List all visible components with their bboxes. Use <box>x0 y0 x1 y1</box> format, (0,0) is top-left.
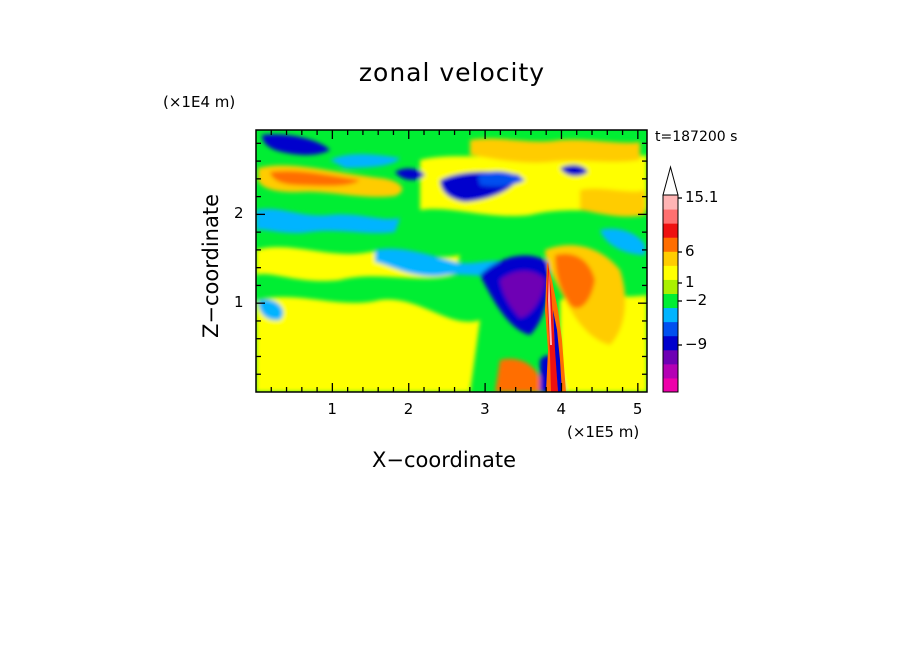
colorbar-swatch <box>663 321 678 337</box>
y-tick-label: 2 <box>234 204 244 223</box>
field-purple-lee-trough <box>500 271 545 318</box>
field-blue-topleft <box>262 134 330 155</box>
field-cyan-left <box>258 299 284 321</box>
colorbar-swatch <box>663 251 678 266</box>
field-cyan-upper <box>256 208 400 234</box>
colorbar-extend-max <box>662 165 679 196</box>
field-cyan-mid <box>375 248 510 277</box>
field-blue-small <box>395 168 425 180</box>
field-plume-blue <box>553 310 562 392</box>
x-tick-label: 2 <box>403 400 414 418</box>
colorbar-swatch <box>663 195 678 210</box>
colorbar-swatch <box>663 377 678 393</box>
field-orange-top <box>470 138 640 163</box>
colorbar-label: 6 <box>685 242 695 260</box>
colorbar-frame <box>662 194 679 393</box>
x-axis-label: X−coordinate <box>372 448 516 472</box>
colorbar-swatch <box>663 293 678 309</box>
axis-ticks <box>256 130 647 392</box>
field-yellow-bottom <box>256 334 340 380</box>
colorbar-swatch <box>663 363 678 379</box>
colorbar-swatch <box>663 349 678 365</box>
x-tick-label: 3 <box>480 400 490 418</box>
plot-frame <box>255 129 648 393</box>
colorbar-swatch <box>663 307 678 323</box>
field-darkorange-upper-left <box>270 170 360 186</box>
field-blue-right <box>560 164 588 177</box>
contour-field <box>256 130 647 392</box>
y-axis-multiplier: (×1E4 m) <box>163 93 236 111</box>
colorbar-swatch <box>663 265 678 280</box>
x-tick-label: 1 <box>327 400 337 418</box>
colorbar-swatch <box>663 335 678 351</box>
field-cyan-top <box>330 154 400 168</box>
field-orange-base <box>495 358 545 392</box>
field-orange-right <box>580 188 645 217</box>
y-tick-label: 1 <box>234 293 244 312</box>
colorbar-label: −2 <box>685 291 708 309</box>
colorbar-swatch <box>663 279 678 294</box>
field-plume-pink <box>548 270 552 345</box>
field-cyan-right <box>600 228 645 255</box>
time-stamp: t=187200 s <box>655 129 738 145</box>
colorbar-label: 1 <box>685 273 695 291</box>
colorbar-swatch <box>663 237 678 252</box>
colorbar <box>662 165 682 393</box>
colorbar-swatch <box>663 223 678 238</box>
field-blue-upper-core2 <box>478 171 525 187</box>
x-tick-label: 4 <box>556 400 567 418</box>
colorbar-label: −9 <box>685 335 708 353</box>
x-axis-multiplier: (×1E5 m) <box>567 423 640 441</box>
field-darkorange-lee <box>555 253 595 309</box>
colorbar-swatch <box>663 209 678 224</box>
chart-title: zonal velocity <box>358 58 546 87</box>
x-tick-label: 5 <box>632 400 643 418</box>
colorbar-label: 15.1 <box>685 188 719 206</box>
